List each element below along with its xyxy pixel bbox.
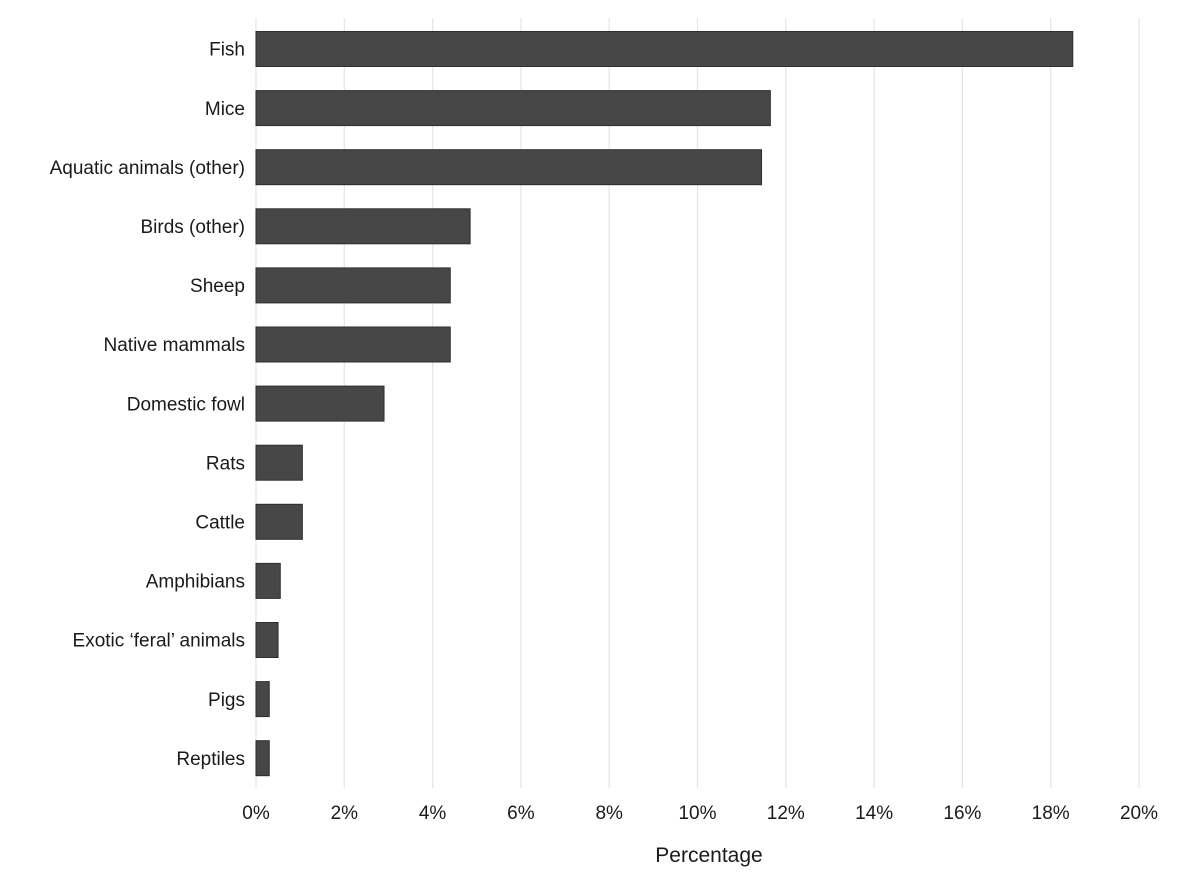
- x-tick-label: 4%: [419, 803, 447, 824]
- x-tick-label: 6%: [507, 803, 535, 824]
- bar: [255, 267, 451, 304]
- x-tick-label: 10%: [678, 803, 716, 824]
- category-label: Birds (other): [140, 217, 245, 238]
- bars: [255, 31, 1074, 777]
- x-axis-title: Percentage: [655, 844, 762, 867]
- x-tick-label: 18%: [1032, 803, 1070, 824]
- bar: [255, 681, 270, 718]
- bar: [255, 149, 763, 186]
- category-label: Aquatic animals (other): [50, 158, 245, 179]
- bar: [255, 385, 385, 422]
- bar: [255, 208, 471, 245]
- gridlines: [255, 18, 1140, 788]
- x-tick-label: 0%: [242, 803, 270, 824]
- x-tick-label: 14%: [855, 803, 893, 824]
- x-tick-label: 2%: [331, 803, 359, 824]
- bar: [255, 31, 1074, 67]
- category-labels: Fish Mice Aquatic animals (other) Birds (ot…: [50, 40, 245, 770]
- category-label: Exotic ‘feral’ animals: [73, 631, 245, 652]
- bar: [255, 622, 279, 658]
- category-label: Mice: [205, 99, 245, 120]
- category-label: Domestic fowl: [127, 394, 245, 415]
- category-label: Fish: [209, 40, 245, 61]
- bar: [255, 562, 281, 599]
- category-label: Rats: [206, 453, 245, 474]
- category-label: Pigs: [208, 690, 245, 711]
- category-label: Reptiles: [176, 749, 245, 770]
- x-axis-ticks: 0% 2% 4% 6% 8% 10% 12% 14% 16% 18% 20%: [242, 803, 1158, 824]
- category-label: Native mammals: [104, 335, 245, 356]
- category-label: Sheep: [190, 276, 245, 297]
- category-label: Amphibians: [146, 572, 245, 593]
- bar: [255, 90, 771, 127]
- bar: [255, 740, 270, 777]
- x-tick-label: 8%: [595, 803, 623, 824]
- category-label: Cattle: [195, 512, 245, 533]
- bar: [255, 503, 303, 540]
- bar: [255, 326, 451, 363]
- bar: [255, 444, 303, 481]
- x-tick-label: 16%: [943, 803, 981, 824]
- x-tick-label: 12%: [767, 803, 805, 824]
- x-tick-label: 20%: [1120, 803, 1158, 824]
